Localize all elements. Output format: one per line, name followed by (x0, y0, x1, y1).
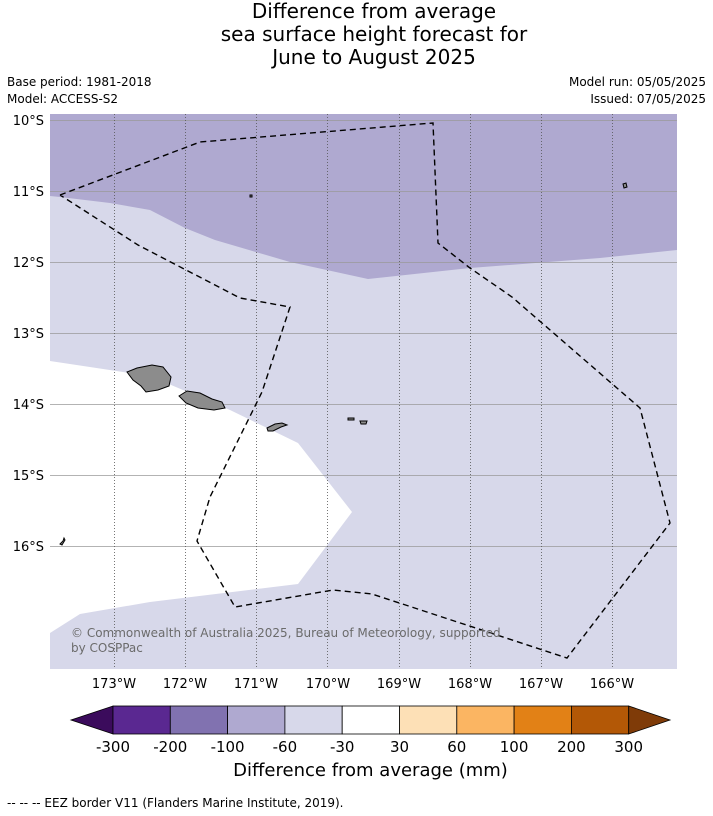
issued-date: Issued: 07/05/2025 (590, 92, 706, 106)
model-name: Model: ACCESS-S2 (7, 92, 119, 106)
title-line-2: sea surface height forecast for (220, 22, 528, 46)
colorbar-segment (399, 705, 458, 735)
title-line-1: Difference from average (251, 0, 497, 23)
colorbar-tick-label: 300 (614, 738, 643, 756)
sea-level-map: 10°S 11°S 12°S 13°S 14°S 15°S 16°S 173°W… (13, 114, 677, 692)
title-line-3: June to August 2025 (272, 45, 476, 69)
region-minus-30-to-30 (50, 361, 352, 633)
colorbar-segment (513, 705, 572, 735)
lat-label: 15°S (13, 469, 44, 484)
small-islet (249, 194, 253, 198)
swains-island (622, 182, 628, 189)
region-minus-100-to-minus-60 (50, 114, 677, 279)
colorbar-segment (571, 705, 630, 735)
lon-label: 168°W (448, 677, 492, 692)
map-title: Difference from average sea surface heig… (0, 0, 713, 69)
colorbar-segment (456, 705, 515, 735)
lon-label: 167°W (519, 677, 563, 692)
colorbar-segment (227, 705, 286, 735)
colorbar-segment (284, 705, 343, 735)
manua-island-west (347, 417, 355, 421)
copyright-line-2: by COSPPac (71, 641, 143, 655)
longitude-labels: 173°W 172°W 171°W 170°W 169°W 168°W 167°… (92, 677, 634, 692)
colorbar-segment (112, 705, 171, 735)
copyright-notice: © Commonwealth of Australia 2025, Bureau… (71, 626, 501, 656)
colorbar-extend-high (628, 705, 672, 735)
base-period: Base period: 1981-2018 (7, 75, 152, 89)
eez-legend: -- -- -- EEZ border V11 (Flanders Marine… (7, 796, 344, 810)
colorbar-extend-low (69, 705, 114, 735)
upolu-island (178, 390, 226, 411)
colorbar-tick-label: -30 (330, 738, 355, 756)
meta-right: Model run: 05/05/2025 Issued: 07/05/2025 (569, 74, 706, 108)
colorbar-tick-label: -300 (96, 738, 130, 756)
colorbar-tick-label: 100 (500, 738, 529, 756)
colorbar: -300 -200 -100 -60 -30 30 60 100 200 300 (69, 705, 672, 756)
lon-label: 166°W (590, 677, 634, 692)
lon-label: 171°W (234, 677, 278, 692)
latitude-labels: 10°S 11°S 12°S 13°S 14°S 15°S 16°S (13, 114, 44, 555)
eez-border-samoa (59, 122, 671, 659)
lon-label: 173°W (92, 677, 136, 692)
lat-label: 11°S (13, 185, 44, 200)
lat-label: 14°S (13, 398, 44, 413)
lon-label: 170°W (306, 677, 350, 692)
savaii-island (126, 364, 172, 393)
colorbar-tick-label: 30 (390, 738, 409, 756)
lat-label: 13°S (13, 327, 44, 342)
meta-left: Base period: 1981-2018 Model: ACCESS-S2 (7, 74, 152, 108)
longitude-gridlines (114, 114, 613, 669)
colorbar-segment (169, 705, 229, 735)
manua-island-east (359, 420, 368, 425)
copyright-line-1: © Commonwealth of Australia 2025, Bureau… (71, 626, 501, 640)
lat-label: 10°S (13, 114, 44, 129)
tutuila-island (266, 422, 289, 432)
small-islet (59, 536, 66, 546)
colorbar-tick-label: -200 (153, 738, 187, 756)
colorbar-tick-label: -100 (211, 738, 245, 756)
colorbar-segment (341, 705, 400, 735)
latitude-gridlines (50, 120, 677, 547)
lat-label: 16°S (13, 540, 44, 555)
lat-label: 12°S (13, 256, 44, 271)
lon-label: 172°W (163, 677, 207, 692)
model-run: Model run: 05/05/2025 (568, 75, 706, 89)
colorbar-tick-label: 200 (557, 738, 586, 756)
eez-borders (59, 122, 671, 659)
colorbar-tick-label: 60 (447, 738, 466, 756)
land-masses (59, 182, 628, 546)
colorbar-tick-label: -60 (273, 738, 298, 756)
colorbar-title: Difference from average (mm) (233, 760, 508, 781)
lon-label: 169°W (377, 677, 421, 692)
